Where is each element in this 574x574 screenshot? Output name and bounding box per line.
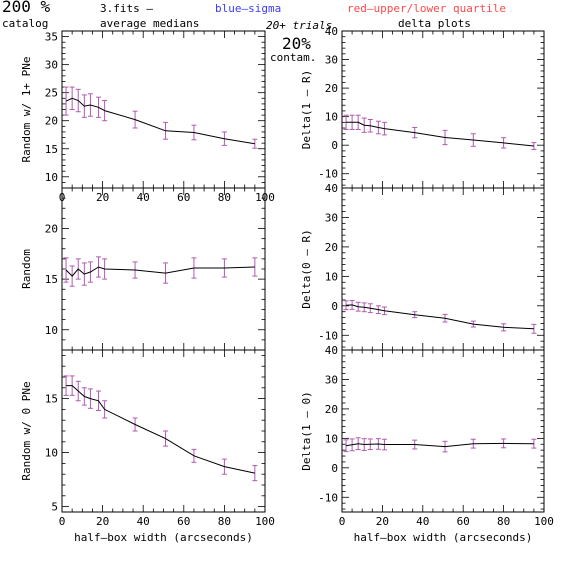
header-catalog: catalog xyxy=(2,17,48,30)
panel-frame xyxy=(61,187,266,351)
y-tick-label: 30 xyxy=(325,373,338,386)
panel-left-bot: 0 20 40 60 80 100 5 10 15 Random w/ 0 PNe half–box… xyxy=(20,349,275,544)
y-tick-label: 35 xyxy=(45,31,58,44)
y-tick-label: 0 xyxy=(331,300,338,313)
y-tick-label: 0 xyxy=(331,462,338,475)
x-axis-label: half–box width (arcseconds) xyxy=(74,531,253,544)
error-bar xyxy=(531,142,537,150)
x-tick-label: 80 xyxy=(218,191,231,204)
x-tick-label: 100 xyxy=(255,515,275,528)
y-tick-label: 20 xyxy=(45,115,58,128)
error-bar xyxy=(252,138,258,149)
x-tick-label: 100 xyxy=(534,515,554,528)
x-tick-label: 20 xyxy=(96,191,109,204)
x-tick-label: 60 xyxy=(177,515,190,528)
y-tick-label: 15 xyxy=(45,273,58,286)
x-tick-label: 80 xyxy=(218,515,231,528)
header-sigma-legend: blue–sigma xyxy=(215,2,281,15)
figure-header: 200 % catalog 3.fits – average medians b… xyxy=(2,0,506,64)
series-line xyxy=(65,97,255,145)
series-line xyxy=(66,385,255,474)
error-bar xyxy=(63,257,69,283)
series-line xyxy=(346,121,534,147)
x-tick-label: 60 xyxy=(177,191,190,204)
error-bar xyxy=(252,257,258,277)
y-axis-label: Delta(1 – R) xyxy=(300,70,313,149)
series-line xyxy=(65,266,255,277)
x-tick-label: 0 xyxy=(59,515,66,528)
header-quartile-legend: red–upper/lower quartile xyxy=(347,2,506,15)
y-axis-label: Delta(1 – 0) xyxy=(300,391,313,470)
header-contam-pct: 20% xyxy=(282,34,311,53)
y-tick-label: 10 xyxy=(45,324,58,337)
y-tick-label: 0 xyxy=(331,139,338,152)
y-tick-label: 10 xyxy=(45,171,58,184)
x-tick-label: 60 xyxy=(457,515,470,528)
x-tick-label: 40 xyxy=(137,515,150,528)
panel-frame xyxy=(61,30,266,189)
y-tick-label: 15 xyxy=(45,143,58,156)
x-tick-label: 80 xyxy=(497,515,510,528)
panel-frame xyxy=(341,30,545,189)
y-tick-label: 15 xyxy=(45,393,58,406)
y-tick-label: 10 xyxy=(45,447,58,460)
y-tick-label: 20 xyxy=(325,403,338,416)
y-tick-label: 40 xyxy=(325,182,338,195)
x-axis-label: half–box width (arcseconds) xyxy=(354,531,533,544)
header-percent: 200 % xyxy=(2,0,51,16)
y-tick-label: 40 xyxy=(325,344,338,357)
y-tick-label: 20 xyxy=(325,241,338,254)
x-tick-label: 40 xyxy=(416,515,429,528)
y-tick-label: 10 xyxy=(325,270,338,283)
header-trials: 20+ trials xyxy=(266,19,332,32)
series-line xyxy=(345,304,534,330)
y-axis-label: Random w/ 1+ PNe xyxy=(20,57,33,163)
y-tick-label: 5 xyxy=(51,501,58,514)
panel-frame xyxy=(341,349,545,513)
error-bar xyxy=(63,375,69,396)
y-tick-label: 20 xyxy=(325,82,338,95)
panel-right-mid: -10 0 10 20 30 40 Delta(0 – R) xyxy=(300,182,545,351)
panel-frame xyxy=(341,187,545,351)
panel-right-top: -10 0 10 20 30 40 Delta(1 – R) xyxy=(300,25,545,189)
y-tick-label: 25 xyxy=(45,87,58,100)
error-bar xyxy=(252,465,258,482)
x-tick-label: 0 xyxy=(339,515,346,528)
y-tick-label: 20 xyxy=(45,223,58,236)
panel-left-mid: 10 15 20 Random xyxy=(20,187,266,351)
y-tick-label: 10 xyxy=(325,432,338,445)
y-tick-label: 30 xyxy=(325,211,338,224)
y-axis-label: Random xyxy=(20,249,33,289)
y-tick-label: -10 xyxy=(318,168,338,181)
header-medians: average medians xyxy=(100,17,199,30)
header-fits: 3.fits – xyxy=(100,2,153,15)
y-tick-label: 10 xyxy=(325,111,338,124)
y-axis-label: Random w/ 0 PNe xyxy=(20,381,33,480)
header-contam: contam. xyxy=(270,51,316,64)
y-tick-label: 30 xyxy=(45,59,58,72)
y-tick-label: 30 xyxy=(325,54,338,67)
y-tick-label: -10 xyxy=(318,329,338,342)
x-tick-label: 20 xyxy=(96,515,109,528)
error-bar xyxy=(63,86,69,116)
series-line xyxy=(345,442,534,448)
x-tick-label: 40 xyxy=(137,191,150,204)
y-tick-label: -10 xyxy=(318,491,338,504)
header-delta-plots: delta plots xyxy=(398,17,471,30)
y-tick-label: 40 xyxy=(325,25,338,38)
x-tick-label: 20 xyxy=(376,515,389,528)
y-axis-label: Delta(0 – R) xyxy=(300,229,313,308)
